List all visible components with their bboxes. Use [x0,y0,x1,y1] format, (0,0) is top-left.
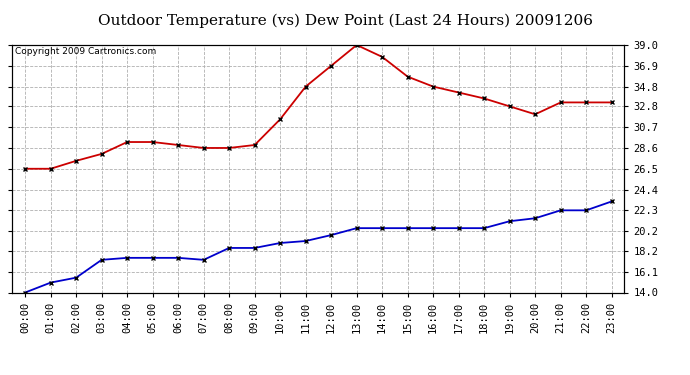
Text: Copyright 2009 Cartronics.com: Copyright 2009 Cartronics.com [15,48,157,57]
Text: Outdoor Temperature (vs) Dew Point (Last 24 Hours) 20091206: Outdoor Temperature (vs) Dew Point (Last… [97,13,593,27]
